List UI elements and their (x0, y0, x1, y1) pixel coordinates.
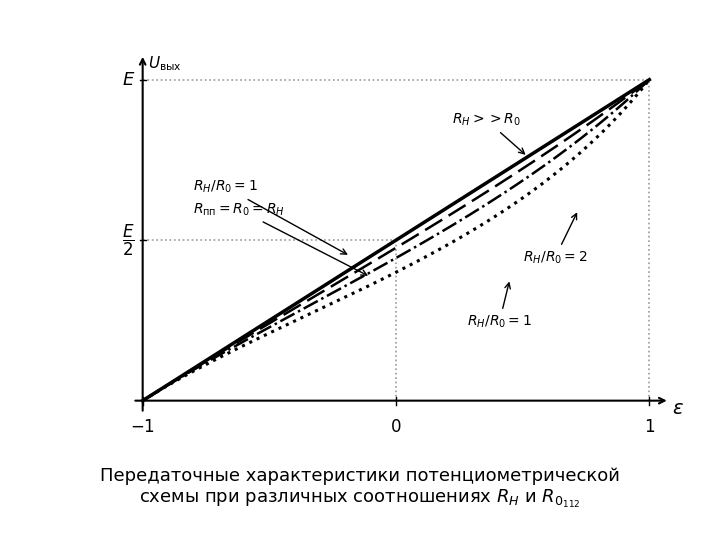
Text: $0$: $0$ (390, 418, 402, 436)
Text: $R_H/R_0=1$: $R_H/R_0=1$ (467, 283, 532, 330)
Text: $1$: $1$ (644, 418, 655, 436)
Text: $\dfrac{E}{2}$: $\dfrac{E}{2}$ (122, 222, 135, 258)
Text: $R_H/R_0=2$: $R_H/R_0=2$ (523, 214, 588, 266)
Text: $-1$: $-1$ (130, 418, 156, 436)
Text: $R_{\rm пп}=R_0=R_H$: $R_{\rm пп}=R_0=R_H$ (194, 201, 366, 275)
Text: $E$: $E$ (122, 71, 135, 89)
Text: Передаточные характеристики потенциометрической
схемы при различных соотношениях: Передаточные характеристики потенциометр… (100, 467, 620, 510)
Text: $R_H >> R_0$: $R_H >> R_0$ (451, 112, 524, 154)
Text: $R_H/R_0=1$: $R_H/R_0=1$ (194, 179, 346, 254)
Text: $\varepsilon$: $\varepsilon$ (672, 399, 684, 418)
Text: $U_{\rm вых}$: $U_{\rm вых}$ (148, 54, 181, 73)
